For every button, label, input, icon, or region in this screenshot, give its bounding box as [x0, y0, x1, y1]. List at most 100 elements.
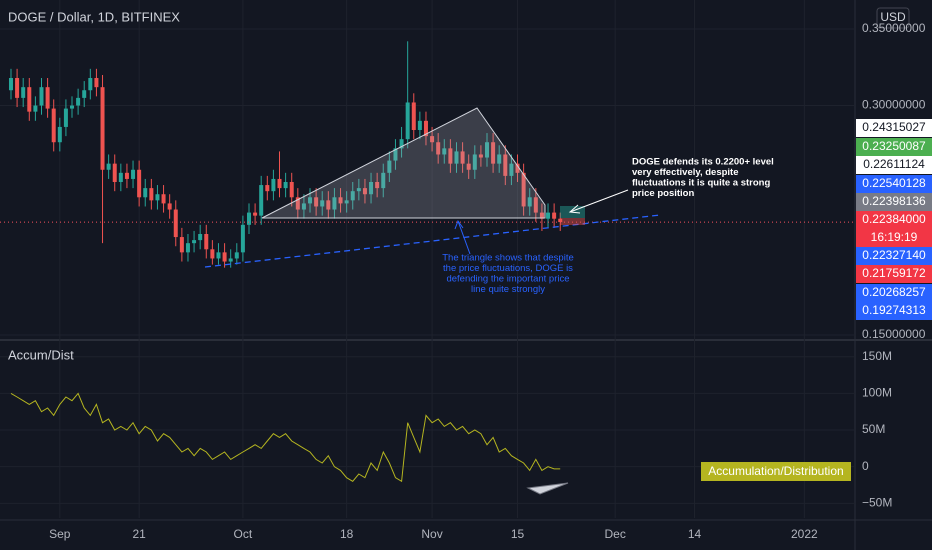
candle-body: [179, 237, 184, 253]
y-tick-label: 0.30000000: [862, 98, 926, 112]
price-label: 0.22398136: [862, 194, 926, 208]
candle-body: [466, 163, 471, 170]
price-label-bg: [856, 193, 932, 211]
price-label-bg: [856, 138, 932, 156]
candle-body: [234, 252, 239, 259]
candle-body: [253, 212, 258, 216]
candle-body: [70, 105, 75, 109]
candle-body: [350, 191, 355, 201]
x-tick-label: Oct: [234, 527, 253, 541]
x-tick-label: 18: [340, 527, 354, 541]
price-label-bg: [856, 175, 932, 193]
price-label-bg: [856, 265, 932, 283]
y-tick-label: 0.35000000: [862, 21, 926, 35]
price-label: 0.23250087: [862, 139, 926, 153]
price-label-bg: [856, 119, 932, 137]
candle-body: [521, 172, 526, 207]
currency-button[interactable]: [876, 7, 910, 29]
candle-body: [326, 200, 331, 210]
x-tick-label: Nov: [421, 527, 442, 541]
price-label-bg: [856, 247, 932, 265]
candle-body: [82, 90, 87, 98]
long-position-loss: [560, 218, 585, 225]
candle-body: [45, 87, 50, 109]
candle-body: [515, 163, 520, 173]
support-line: [204, 214, 661, 268]
indicator-title: Accum/Dist: [8, 347, 74, 362]
candle-body: [405, 102, 410, 140]
candle-body: [381, 172, 386, 189]
price-label: 0.22384000: [862, 212, 926, 226]
x-tick-label: 14: [688, 527, 702, 541]
candle-body: [478, 154, 483, 158]
price-label: 0.20268257: [862, 285, 926, 299]
price-label: 0.22611124: [863, 157, 925, 171]
x-tick-label: Sep: [49, 527, 71, 541]
y-tick-label: 100M: [862, 386, 892, 400]
candle-body: [246, 212, 251, 225]
candle-body: [399, 139, 404, 149]
price-label: 0.24315027: [862, 120, 926, 134]
price-label-bg: [856, 211, 932, 247]
arrow-blue-head: [454, 219, 464, 230]
annotation-line: defending the important price: [446, 274, 569, 285]
candle-body: [485, 142, 490, 158]
candle-body: [411, 102, 416, 130]
candle-body: [448, 148, 453, 164]
candles: [0, 41, 855, 268]
candle-body: [167, 203, 172, 210]
candle-body: [149, 188, 154, 201]
price-label-bg: [856, 284, 932, 302]
candle-body: [423, 120, 428, 137]
candle-body: [112, 163, 117, 182]
y-tick-label: 0.15000000: [862, 327, 926, 341]
candle-body: [265, 185, 270, 192]
candle-body: [460, 151, 465, 164]
annotation-line: The triangle shows that despite: [442, 253, 574, 264]
arrow-blue: [457, 220, 471, 255]
x-tick-label: 21: [132, 527, 146, 541]
candle-body: [21, 87, 26, 98]
candle-body: [240, 224, 245, 253]
candle-body: [277, 178, 282, 189]
candle-body: [295, 197, 300, 210]
candle-body: [387, 160, 392, 173]
candle-body: [57, 126, 62, 143]
candle-body: [527, 197, 532, 207]
candle-body: [88, 78, 93, 91]
y-tick-label: −50M: [862, 496, 892, 510]
candle-body: [533, 197, 538, 213]
candle-body: [546, 212, 551, 219]
candle-body: [472, 154, 477, 170]
price-label: 0.22540128: [862, 176, 926, 190]
candle-body: [27, 87, 32, 112]
candle-body: [356, 188, 361, 192]
arrow-white-head: [568, 204, 581, 214]
price-label: 0.19274313: [862, 303, 926, 317]
countdown: 16:19:19: [871, 230, 918, 244]
candle-body: [259, 185, 264, 216]
candle-body: [222, 252, 227, 262]
candle-body: [155, 194, 160, 201]
legend-box: [701, 462, 851, 481]
candle-body: [436, 142, 441, 155]
candle-body: [137, 169, 142, 198]
candle-body: [192, 240, 197, 244]
x-tick-label: Dec: [604, 527, 625, 541]
candle-body: [552, 212, 557, 219]
candle-body: [491, 142, 496, 164]
y-tick-label: 0: [862, 459, 869, 473]
annotation-line: fluctuations it is quite a strong: [632, 178, 770, 189]
candle-body: [314, 197, 319, 207]
candle-body: [442, 148, 447, 155]
candle-body: [558, 218, 563, 223]
symbol-title: DOGE / Dollar, 1D, BITFINEX: [8, 9, 180, 24]
price-label-bg: [856, 156, 932, 174]
candle-body: [143, 188, 148, 198]
candle-body: [375, 182, 380, 189]
currency-label[interactable]: USD: [880, 10, 906, 24]
candle-body: [338, 197, 343, 204]
